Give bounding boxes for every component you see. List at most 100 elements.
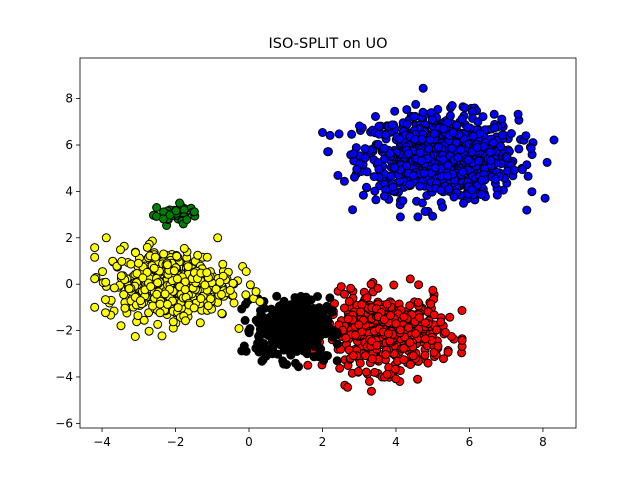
- scatter-point: [195, 318, 205, 328]
- scatter-point: [395, 212, 405, 222]
- scatter-point: [477, 190, 487, 200]
- scatter-point: [419, 168, 429, 178]
- scatter-point: [497, 130, 507, 140]
- scatter-point: [405, 301, 415, 311]
- scatter-point: [381, 350, 391, 359]
- y-tick-label: 6: [65, 138, 73, 152]
- scatter-point: [346, 283, 356, 293]
- scatter-point: [418, 83, 428, 93]
- scatter-point: [153, 278, 163, 288]
- scatter-point: [389, 280, 399, 290]
- scatter-point: [414, 280, 424, 290]
- scatter-points: [90, 83, 559, 396]
- scatter-point: [439, 354, 448, 364]
- scatter-point: [339, 176, 349, 186]
- scatter-point: [447, 143, 457, 153]
- scatter-point: [371, 112, 380, 121]
- scatter-point: [300, 332, 309, 342]
- scatter-point: [148, 301, 158, 311]
- scatter-point: [318, 128, 327, 137]
- x-tick-label: −2: [167, 435, 185, 449]
- scatter-point: [196, 294, 206, 303]
- scatter-point: [391, 319, 401, 329]
- scatter-point: [203, 301, 213, 311]
- scatter-point: [411, 99, 421, 109]
- scatter-point: [355, 121, 364, 131]
- scatter-point: [442, 171, 452, 181]
- scatter-point: [225, 285, 235, 295]
- scatter-point: [251, 315, 261, 325]
- scatter-point: [315, 319, 325, 329]
- scatter-point: [171, 206, 181, 216]
- scatter-point: [332, 339, 342, 349]
- scatter-point: [374, 164, 384, 174]
- scatter-point: [358, 190, 368, 200]
- scatter-point: [126, 259, 136, 269]
- scatter-point: [438, 202, 448, 212]
- scatter-point: [447, 101, 457, 110]
- scatter-point: [385, 149, 395, 158]
- scatter-point: [244, 326, 254, 336]
- scatter-point: [373, 283, 383, 293]
- scatter-point: [325, 293, 335, 303]
- scatter-point: [291, 337, 301, 347]
- scatter-point: [405, 179, 415, 189]
- scatter-point: [496, 141, 506, 151]
- scatter-point: [390, 163, 400, 173]
- scatter-point: [386, 311, 396, 320]
- scatter-point: [369, 172, 379, 182]
- scatter-point: [381, 130, 391, 140]
- scatter-point: [457, 306, 467, 315]
- scatter-point: [367, 386, 376, 396]
- scatter-point: [90, 252, 100, 262]
- scatter-point: [310, 342, 319, 351]
- scatter-point: [405, 360, 415, 369]
- scatter-point: [305, 313, 315, 323]
- chart-title: ISO-SPLIT on UO: [269, 36, 388, 52]
- scatter-point: [163, 299, 172, 309]
- scatter-point: [526, 144, 536, 153]
- scatter-point: [365, 376, 374, 386]
- scatter-point: [158, 214, 168, 224]
- scatter-point: [149, 263, 159, 273]
- scatter-point: [258, 355, 268, 365]
- scatter-point: [217, 290, 226, 299]
- scatter-point: [200, 280, 210, 290]
- scatter-point: [357, 300, 367, 310]
- scatter-point: [361, 367, 371, 377]
- y-tick-label: 2: [65, 231, 73, 245]
- scatter-point: [343, 314, 353, 324]
- scatter-point: [429, 129, 439, 139]
- scatter-point: [372, 340, 382, 350]
- scatter-point: [180, 285, 190, 294]
- scatter-point: [348, 149, 358, 159]
- scatter-point: [279, 326, 289, 336]
- scatter-point: [336, 282, 346, 292]
- scatter-point: [155, 299, 165, 309]
- scatter-point: [169, 266, 179, 276]
- x-tick-label: 0: [245, 435, 253, 449]
- scatter-point: [509, 165, 519, 175]
- y-tick-label: 4: [65, 184, 73, 198]
- scatter-point: [367, 354, 377, 364]
- scatter-point: [146, 282, 156, 292]
- scatter-point: [144, 326, 154, 336]
- scatter-point: [460, 103, 470, 113]
- scatter-point: [160, 289, 170, 299]
- scatter-point: [405, 274, 415, 284]
- scatter-point: [138, 273, 148, 283]
- scatter-point: [506, 129, 516, 138]
- scatter-point: [390, 364, 400, 374]
- scatter-point: [101, 277, 111, 287]
- scatter-point: [134, 258, 143, 268]
- scatter-point: [436, 317, 446, 327]
- y-tick-label: −6: [55, 416, 73, 430]
- scatter-point: [175, 198, 185, 208]
- scatter-point: [101, 295, 110, 305]
- scatter-point: [439, 124, 449, 134]
- scatter-point: [414, 313, 424, 322]
- scatter-point: [347, 129, 357, 139]
- scatter-point: [296, 291, 306, 301]
- scatter-point: [157, 331, 167, 341]
- scatter-point: [399, 355, 409, 365]
